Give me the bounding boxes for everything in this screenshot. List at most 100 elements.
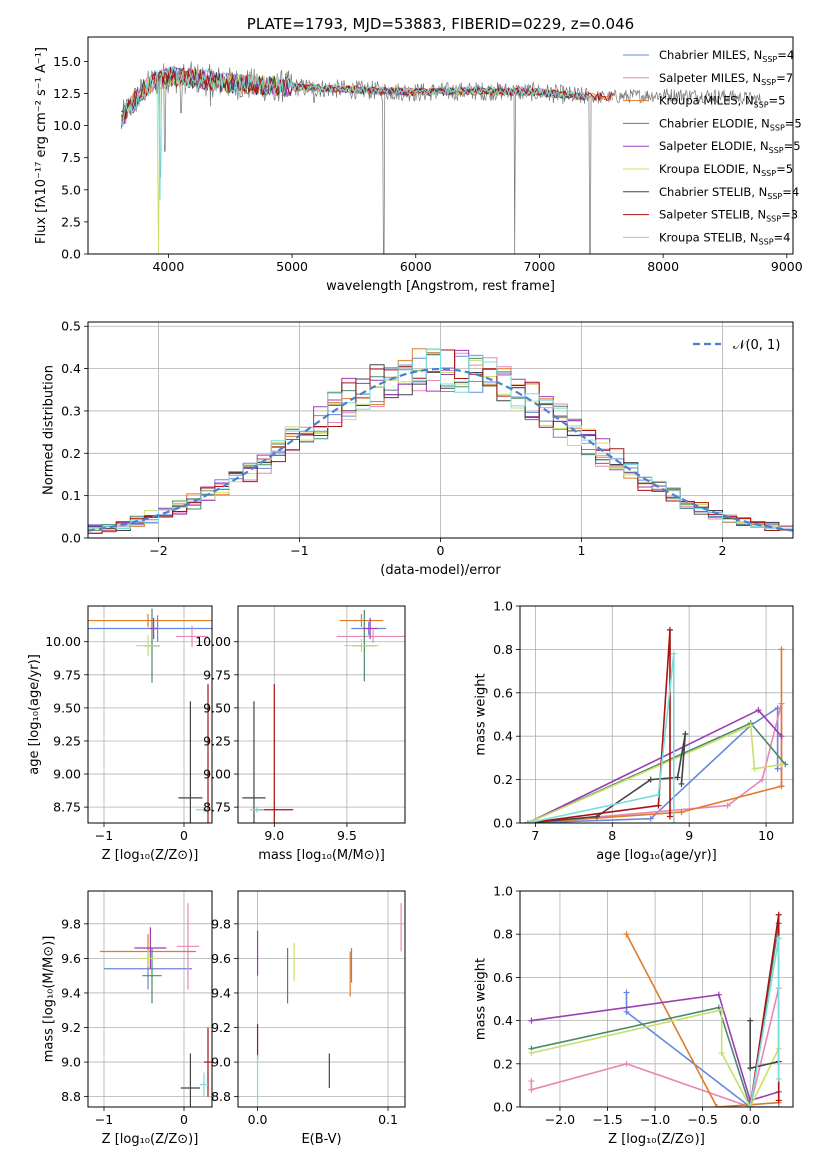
panel-age-vs-Z: −1 0 8.75 9.00 9.25 9.50 9.75 10.00 Z [log₁₀(Z/Z… bbox=[27, 605, 213, 863]
y-tick-label: 0.8 bbox=[493, 927, 513, 942]
chart-title: PLATE=1793, MJD=53883, FIBERID=0229, z=0… bbox=[247, 15, 634, 33]
legend-tail: =5 bbox=[776, 162, 793, 176]
x-tick-label: −2 bbox=[149, 543, 167, 558]
y-tick-label: 0.0 bbox=[493, 816, 513, 831]
point-marker bbox=[774, 765, 781, 772]
legend-subscript: SSP bbox=[766, 215, 781, 224]
point-marker bbox=[775, 1075, 782, 1082]
plot-area bbox=[88, 606, 212, 823]
x-axis-label: mass [log₁₀(M/M⊙)] bbox=[258, 848, 385, 863]
y-tick-label: 12.5 bbox=[53, 86, 81, 101]
legend-tail: =3 bbox=[781, 208, 798, 222]
x-tick-label: 7 bbox=[531, 828, 539, 843]
legend-subscript: SSP bbox=[762, 55, 777, 64]
point-marker bbox=[674, 774, 681, 781]
y-tick-label: 10.00 bbox=[45, 634, 81, 649]
point-marker bbox=[778, 783, 785, 790]
series-line-3 bbox=[527, 649, 783, 823]
legend-tail: =4 bbox=[782, 185, 799, 199]
legend-subscript: SSP bbox=[761, 78, 776, 87]
axes-frame bbox=[87, 321, 794, 539]
y-tick-label: 9.6 bbox=[61, 951, 81, 966]
axes-frame bbox=[87, 36, 794, 255]
legend-tail: =5 bbox=[785, 116, 802, 130]
x-tick-label: −0.5 bbox=[687, 1112, 717, 1127]
y-tick-label: 9.8 bbox=[211, 916, 231, 931]
point-marker bbox=[528, 1086, 535, 1093]
series-line-3 bbox=[625, 933, 779, 1107]
series-line-7 bbox=[527, 733, 687, 823]
y-tick-label: 0.2 bbox=[493, 1056, 513, 1071]
x-tick-label: −1 bbox=[95, 1112, 113, 1127]
y-tick-label: 0.3 bbox=[61, 403, 81, 418]
y-tick-label: 1.0 bbox=[493, 884, 513, 899]
point-marker bbox=[655, 791, 662, 798]
point-marker bbox=[718, 1050, 725, 1056]
series-line-6 bbox=[527, 724, 782, 823]
legend-entry: Kroupa ELODIE, NSSP=5 bbox=[659, 162, 793, 178]
y-tick-label: 10.0 bbox=[53, 118, 81, 133]
x-axis-label: E(B-V) bbox=[301, 1132, 341, 1147]
legend-text: Salpeter ELODIE, N bbox=[659, 139, 769, 153]
x-tick-label: 0 bbox=[180, 1112, 188, 1127]
y-tick-label: 9.75 bbox=[53, 667, 81, 682]
x-axis-label: wavelength [Angstrom, rest frame] bbox=[326, 279, 555, 294]
x-tick-label: 10 bbox=[758, 828, 774, 843]
y-tick-label: 7.5 bbox=[61, 150, 81, 165]
x-tick-label: −1.5 bbox=[592, 1112, 622, 1127]
legend-text: Chabrier MILES, N bbox=[659, 48, 762, 62]
point-marker bbox=[775, 911, 782, 918]
y-tick-label: 10.00 bbox=[195, 634, 231, 649]
x-tick-label: −1.0 bbox=[640, 1112, 670, 1127]
y-axis-label: mass weight bbox=[473, 673, 488, 755]
point-marker bbox=[718, 1006, 725, 1013]
plot-area bbox=[520, 606, 793, 823]
x-tick-label: 0 bbox=[437, 543, 445, 558]
point-marker bbox=[775, 1097, 782, 1104]
point-marker bbox=[755, 707, 762, 714]
model-spectrum-9 bbox=[120, 65, 590, 201]
legend-entry: Chabrier MILES, NSSP=4 bbox=[659, 48, 794, 64]
legend-entry: Chabrier ELODIE, NSSP=5 bbox=[659, 116, 802, 132]
y-tick-label: 9.50 bbox=[53, 700, 81, 715]
point-marker bbox=[715, 991, 722, 998]
legend-subscript: SSP bbox=[769, 146, 784, 155]
legend-tail: =5 bbox=[784, 139, 801, 153]
point-marker bbox=[751, 765, 758, 772]
x-tick-label: 0.0 bbox=[740, 1112, 760, 1127]
point-marker bbox=[647, 776, 654, 783]
y-tick-label: 0.2 bbox=[493, 772, 513, 787]
y-tick-label: 9.00 bbox=[53, 767, 81, 782]
legend-subscript: SSP bbox=[761, 169, 776, 178]
legend-subscript: SSP bbox=[754, 101, 769, 110]
y-tick-label: 9.2 bbox=[61, 1020, 81, 1035]
y-axis-label: age [log₁₀(age/yr)] bbox=[27, 654, 42, 775]
x-axis-label: Z [log₁₀(Z/Z⊙)] bbox=[102, 848, 199, 863]
x-tick-label: −1 bbox=[290, 543, 308, 558]
point-marker bbox=[713, 1104, 720, 1107]
point-marker bbox=[682, 731, 689, 738]
plot-area bbox=[88, 891, 212, 1107]
legend-entry: 𝒩(0, 1) bbox=[733, 338, 780, 353]
point-marker bbox=[778, 733, 785, 740]
x-axis-label: Z [log₁₀(Z/Z⊙)] bbox=[608, 1132, 705, 1147]
point-marker bbox=[655, 802, 662, 809]
plot-area bbox=[238, 606, 405, 823]
legend-entry: Kroupa MILES, NSSP=5 bbox=[659, 94, 785, 110]
y-axis-label: mass weight bbox=[473, 958, 488, 1040]
y-tick-label: 0.0 bbox=[61, 247, 81, 262]
point-marker bbox=[666, 626, 673, 633]
point-marker bbox=[623, 1008, 630, 1015]
y-tick-label: 9.6 bbox=[211, 951, 231, 966]
x-tick-label: 0 bbox=[180, 828, 188, 843]
legend-text: Chabrier ELODIE, N bbox=[659, 116, 770, 130]
y-tick-label: 2.5 bbox=[61, 214, 81, 229]
point-marker bbox=[775, 935, 782, 942]
y-tick-label: 15.0 bbox=[53, 54, 81, 69]
x-tick-label: 1 bbox=[578, 543, 586, 558]
legend-text: Salpeter STELIB, N bbox=[659, 208, 766, 222]
y-tick-label: 0.5 bbox=[61, 319, 81, 334]
axes-frame bbox=[237, 605, 406, 824]
